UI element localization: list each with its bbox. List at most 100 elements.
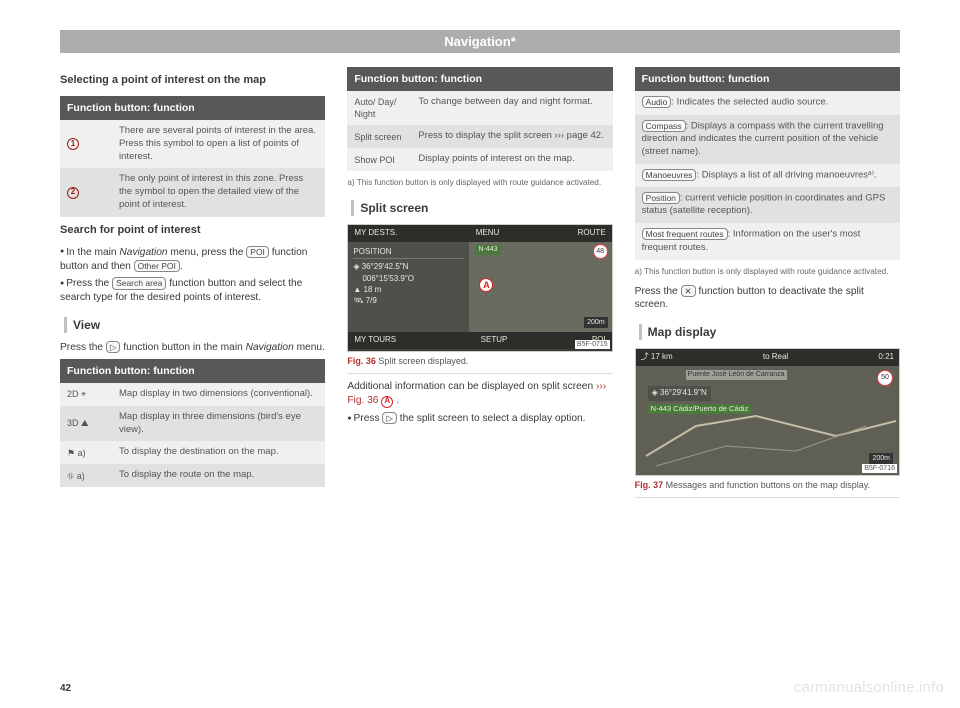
freq-routes-key-icon: Most frequent routes	[642, 228, 728, 240]
fig36-map-area: N-443 48 200m A	[469, 242, 611, 332]
table-row: Most frequent routes: Information on the…	[635, 223, 900, 259]
paragraph: Press the ▷ function button in the main …	[60, 341, 325, 355]
split-options-table: Function button: function Audio: Indicat…	[635, 67, 900, 260]
row-key: Auto/ Day/ Night	[354, 96, 410, 120]
table-header: Function button: function	[60, 96, 325, 120]
table-row: Auto/ Day/ Night To change between day a…	[347, 91, 612, 125]
footnote: a) This function button is only displaye…	[347, 177, 612, 188]
time-badge: 0:21	[878, 352, 894, 363]
table-row: 2 The only point of interest in this zon…	[60, 168, 325, 216]
view-table: Function button: function 2D ⌖ Map displ…	[60, 359, 325, 487]
fig36-top-tabs: MY DESTS. MENU ROUTE	[348, 225, 611, 242]
section-title: Selecting a point of interest on the map	[60, 73, 325, 88]
scale-label: 200m	[584, 317, 608, 328]
row-key: ⛗ a)	[67, 469, 111, 482]
play-key-icon: ▷	[382, 412, 397, 424]
table-row: Compass: Displays a compass with the cur…	[635, 115, 900, 164]
table-row: 1 There are several points of interest i…	[60, 120, 325, 168]
fig36-bottom-tabs: MY TOURS SETUP POI	[348, 332, 611, 349]
fig-id: B5F-0716	[862, 464, 897, 473]
dist-badge: ⤴ 17 km	[641, 352, 673, 363]
tab-mydests[interactable]: MY DESTS.	[354, 228, 397, 239]
sub-heading-map: Map display	[639, 324, 900, 340]
sub-heading-view: View	[64, 317, 325, 333]
fig37-caption: Fig. 37 Messages and function buttons on…	[635, 476, 900, 498]
speed-limit-icon: 48	[593, 244, 608, 259]
row-val: The only point of interest in this zone.…	[119, 173, 318, 211]
destination-label: to Real	[763, 352, 788, 363]
figure-37: ⤴ 17 km to Real 0:21 Puente José León de…	[635, 348, 900, 476]
table-header: Function button: function	[60, 359, 325, 383]
marker-a-ref-icon: A	[381, 396, 393, 408]
row-key: Show POI	[354, 153, 410, 166]
paragraph: Press the ✕ function button to deactivat…	[635, 285, 900, 313]
manoeuvres-key-icon: Manoeuvres	[642, 169, 697, 181]
table-header: Function button: function	[635, 67, 900, 91]
table-row: ⚑ a) To display the destination on the m…	[60, 441, 325, 464]
column-2: Function button: function Auto/ Day/ Nig…	[347, 67, 612, 504]
tab-mytours[interactable]: MY TOURS	[354, 335, 396, 346]
page-header: Navigation*	[60, 30, 900, 53]
close-key-icon: ✕	[681, 285, 696, 297]
table-row: Split screen Press to display the split …	[347, 125, 612, 148]
day-night-table: Function button: function Auto/ Day/ Nig…	[347, 67, 612, 171]
audio-key-icon: Audio	[642, 96, 672, 108]
footnote: a) This function button is only displaye…	[635, 266, 900, 277]
row-key: Split screen	[354, 130, 410, 143]
fig36-position-panel: POSITION ◈ 36°29'42.5"N 006°15'53.9"O ▲ …	[348, 242, 469, 332]
paragraph: Press the Search area function button an…	[60, 277, 325, 305]
row-val: To change between day and night format.	[418, 96, 605, 120]
map-lines-icon	[636, 366, 899, 470]
paragraph: Press ▷ the split screen to select a dis…	[347, 412, 612, 426]
table-row: ⛗ a) To display the route on the map.	[60, 464, 325, 487]
row-key: 2D ⌖	[67, 388, 111, 401]
marker-1-icon: 1	[67, 138, 79, 150]
poi-select-table: Function button: function 1 There are se…	[60, 96, 325, 217]
table-row: Manoeuvres: Displays a list of all drivi…	[635, 164, 900, 187]
column-3: Function button: function Audio: Indicat…	[635, 67, 900, 504]
paragraph: In the main Navigation menu, press the P…	[60, 246, 325, 274]
table-row: Audio: Indicates the selected audio sour…	[635, 91, 900, 114]
marker-2-icon: 2	[67, 187, 79, 199]
watermark: carmanualsonline.info	[794, 679, 944, 696]
row-key: 1	[67, 125, 111, 163]
compass-key-icon: Compass	[642, 120, 686, 132]
row-val: Display points of interest on the map.	[418, 153, 605, 166]
other-poi-key-icon: Other POI	[134, 260, 180, 272]
table-row: Show POI Display points of interest on t…	[347, 148, 612, 171]
row-val: There are several points of interest in …	[119, 125, 318, 163]
table-row: 3D ⛰ Map display in three dimensions (bi…	[60, 406, 325, 442]
table-row: 2D ⌖ Map display in two dimensions (conv…	[60, 383, 325, 406]
row-key: 2	[67, 173, 111, 211]
table-row: Position: current vehicle position in co…	[635, 187, 900, 223]
row-key: 3D ⛰	[67, 411, 111, 437]
tab-menu[interactable]: MENU	[476, 228, 500, 239]
row-val: Map display in three dimensions (bird's …	[119, 411, 318, 437]
row-val: Press to display the split screen ››› pa…	[418, 130, 605, 143]
fig37-top-bar: ⤴ 17 km to Real 0:21	[636, 349, 899, 366]
play-key-icon: ▷	[106, 341, 121, 353]
column-1: Selecting a point of interest on the map…	[60, 67, 325, 504]
fig-id: B5F-0715	[575, 340, 610, 349]
fig37-map-area: Puente José León de Carranza ◈ 36°29'41.…	[636, 366, 899, 470]
fig36-caption: Fig. 36 Split screen displayed.	[347, 352, 612, 374]
figure-36: MY DESTS. MENU ROUTE POSITION ◈ 36°29'42…	[347, 224, 612, 352]
row-val: To display the destination on the map.	[119, 446, 318, 459]
row-val: Map display in two dimensions (conventio…	[119, 388, 318, 401]
row-val: To display the route on the map.	[119, 469, 318, 482]
panel-label: POSITION	[353, 246, 464, 259]
position-key-icon: Position	[642, 192, 680, 204]
tab-route[interactable]: ROUTE	[578, 228, 606, 239]
content-columns: Selecting a point of interest on the map…	[60, 67, 900, 504]
search-area-key-icon: Search area	[112, 277, 166, 289]
section-title: Search for point of interest	[60, 223, 325, 238]
sub-heading-split: Split screen	[351, 200, 612, 216]
poi-key-icon: POI	[246, 246, 269, 258]
road-badge: N-443	[475, 245, 500, 254]
marker-a-icon: A	[479, 278, 493, 292]
tab-setup[interactable]: SETUP	[481, 335, 508, 346]
page-number: 42	[60, 683, 71, 694]
row-key: ⚑ a)	[67, 446, 111, 459]
manual-page: Navigation* Selecting a point of interes…	[0, 0, 960, 708]
paragraph: Additional information can be displayed …	[347, 380, 612, 408]
